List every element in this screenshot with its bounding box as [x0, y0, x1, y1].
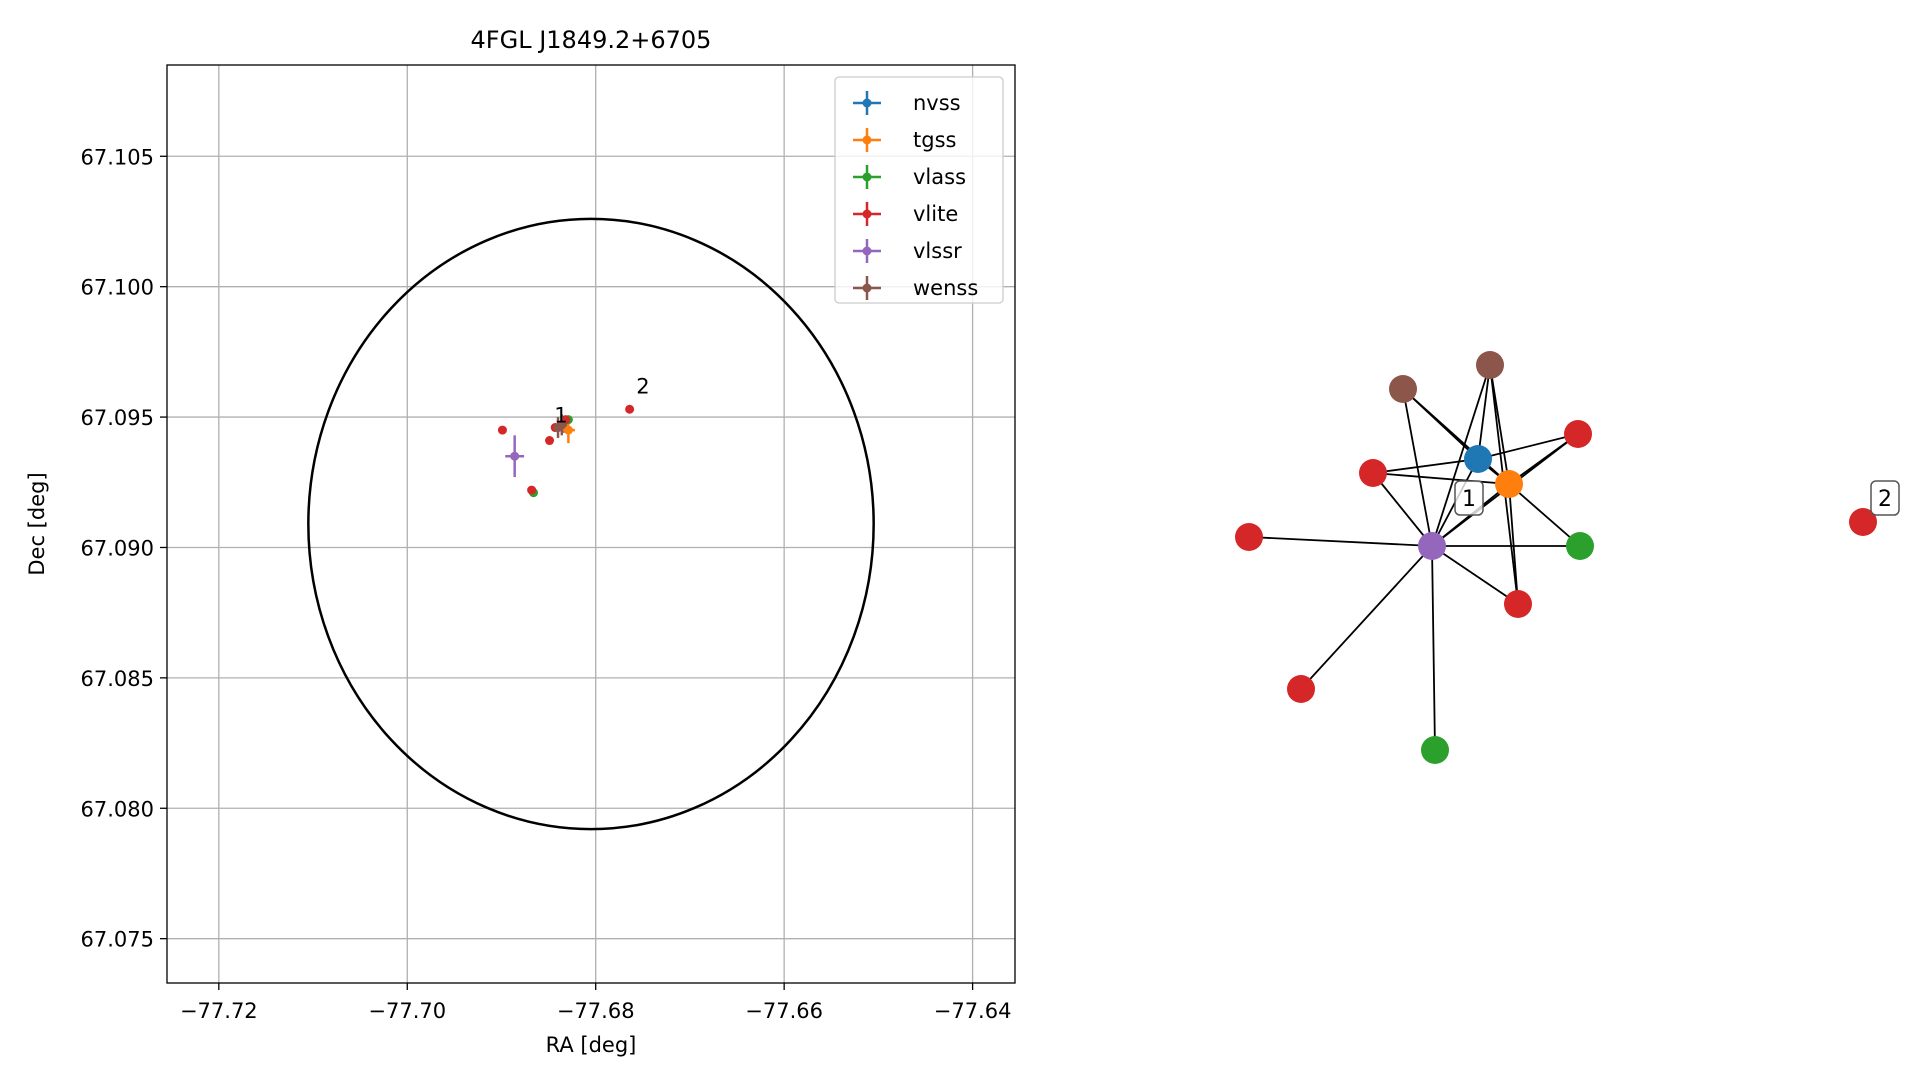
vlite-point [625, 404, 635, 414]
network-node-wenss [1476, 351, 1504, 379]
vlite-point [527, 485, 537, 495]
chart-title: 4FGL J1849.2+6705 [471, 26, 712, 54]
legend-label: vlass [913, 165, 966, 189]
wenss-point [557, 414, 567, 436]
legend-swatch-dot [862, 135, 872, 145]
vlssr-point [505, 435, 525, 478]
network-edge [1372, 472, 1510, 485]
network-label-box [1454, 480, 1484, 516]
network-label-text: 2 [1878, 487, 1892, 512]
network-node-nvss [1464, 445, 1492, 473]
legend-label: nvss [913, 91, 961, 115]
network-node-vlass [1566, 532, 1594, 560]
y-tick-label: 67.095 [81, 406, 154, 430]
vlite-point [497, 425, 507, 435]
vlite-marker [545, 436, 555, 446]
legend-item-vlite: vlite [853, 202, 958, 226]
vlite-marker [497, 425, 507, 435]
y-tick-label: 67.080 [81, 797, 154, 821]
network-node-vlass [1421, 736, 1449, 764]
fermi-circle [307, 217, 875, 831]
vlite-point [545, 436, 555, 446]
network-nodes [1235, 351, 1877, 764]
network-edge [1372, 458, 1479, 474]
network-node-vlite [1287, 675, 1315, 703]
network-label-text: 1 [1462, 487, 1476, 512]
point-annotation: 1 [554, 403, 567, 427]
legend: nvss tgss vlass vlite vlssr wenss [834, 76, 1004, 304]
network-edge [1372, 472, 1433, 547]
vlssr-marker [510, 451, 520, 461]
network-edge [1477, 364, 1491, 460]
legend-item-tgss: tgss [853, 128, 956, 152]
network-node-tgss [1495, 470, 1523, 498]
x-tick-label: −77.66 [745, 999, 823, 1023]
x-axis-label: RA [deg] [546, 1033, 637, 1057]
x-tick-label: −77.64 [934, 999, 1012, 1023]
legend-label: tgss [913, 128, 956, 152]
legend-item-wenss: wenss [853, 276, 978, 300]
wenss-marker [557, 420, 567, 430]
x-tick-label: −77.72 [180, 999, 258, 1023]
legend-swatch-dot [862, 172, 872, 182]
axes-frame [166, 64, 1016, 984]
network-edge [1402, 388, 1510, 485]
network-node-vlite [1849, 508, 1877, 536]
axis-ticks: −77.72 −77.70 −77.68 −77.66 −77.64 67.075 67.0… [81, 145, 1012, 1023]
sky-scatter-plot: 12 −77.72 −77.70 −77.68 −77.66 −77.6467.0756… [25, 26, 1016, 1057]
y-tick-label: 67.090 [81, 536, 154, 560]
network-node-vlssr [1418, 532, 1446, 560]
network-edge [1431, 545, 1519, 605]
legend-label: vlssr [913, 239, 962, 263]
network-label-box [1870, 480, 1900, 516]
vlite-marker [527, 485, 537, 495]
tgss-marker [563, 425, 573, 435]
legend-swatch-dot [862, 98, 872, 108]
source-points [497, 404, 635, 498]
network-edge [1508, 483, 1581, 547]
network-label: 2 [1870, 480, 1900, 516]
network-node-vlite [1504, 590, 1532, 618]
network-edge [1477, 433, 1579, 460]
point-annotations: 12 [554, 375, 649, 428]
legend-item-vlssr: vlssr [853, 239, 962, 263]
legend-item-vlass: vlass [853, 165, 966, 189]
legend-swatch-dot [862, 209, 872, 219]
network-node-vlite [1235, 523, 1263, 551]
legend-box [834, 76, 1004, 304]
x-tick-label: −77.70 [368, 999, 446, 1023]
network-node-wenss [1389, 375, 1417, 403]
network-node-vlite [1359, 459, 1387, 487]
wenss-point [553, 417, 563, 438]
network-edge [1431, 545, 1436, 751]
network-edge [1508, 433, 1579, 485]
network-edge [1248, 536, 1433, 547]
point-annotation: 2 [636, 375, 649, 399]
network-edge [1431, 364, 1491, 547]
network-label: 1 [1454, 480, 1484, 516]
y-axis-label: Dec [deg] [25, 472, 49, 575]
legend-label: vlite [913, 202, 958, 226]
legend-item-nvss: nvss [853, 91, 961, 115]
legend-swatch-dot [862, 246, 872, 256]
y-tick-label: 67.085 [81, 667, 154, 691]
legend-label: wenss [913, 276, 978, 300]
legend-swatch-dot [862, 283, 872, 293]
vlite-marker [625, 404, 635, 414]
network-edge [1300, 545, 1433, 690]
x-tick-label: −77.68 [557, 999, 635, 1023]
y-tick-label: 67.105 [81, 145, 154, 169]
fermi-error-ellipse [307, 217, 875, 831]
network-node-vlite [1564, 420, 1592, 448]
y-tick-label: 67.075 [81, 928, 154, 952]
y-tick-label: 67.100 [81, 276, 154, 300]
